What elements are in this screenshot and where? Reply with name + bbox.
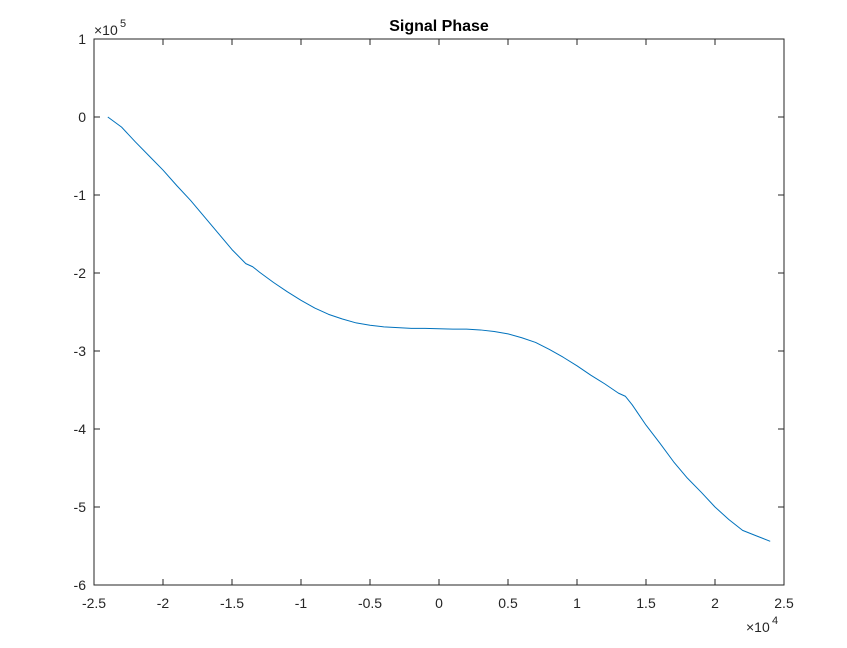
y-tick-label: -5 bbox=[74, 499, 87, 515]
y-tick-label: -1 bbox=[74, 187, 87, 203]
chart-title: Signal Phase bbox=[389, 18, 489, 35]
y-tick-label: 1 bbox=[78, 31, 86, 47]
x-tick-label: 2 bbox=[711, 595, 719, 611]
y-tick-label: -4 bbox=[74, 421, 87, 437]
y-multiplier-base: ×10 bbox=[94, 22, 118, 38]
x-tick-label: -1 bbox=[295, 595, 308, 611]
y-multiplier-exponent: 5 bbox=[120, 18, 126, 30]
x-tick-label: -2.5 bbox=[82, 595, 106, 611]
x-tick-label: 1 bbox=[573, 595, 581, 611]
x-tick-label: 0.5 bbox=[498, 595, 518, 611]
y-multiplier: ×10 5 bbox=[94, 18, 126, 38]
x-tick-label: 2.5 bbox=[774, 595, 794, 611]
y-tick-label: -2 bbox=[74, 265, 87, 281]
y-tick-label: 0 bbox=[78, 109, 86, 125]
y-tick-label: -3 bbox=[74, 343, 87, 359]
x-tick-label: 0 bbox=[435, 595, 443, 611]
axes-box bbox=[93, 38, 785, 586]
x-multiplier: ×10 4 bbox=[746, 615, 778, 635]
series-layer bbox=[107, 116, 771, 542]
x-tick-label: -1.5 bbox=[220, 595, 244, 611]
series-line bbox=[107, 116, 771, 542]
x-tick-label: -2 bbox=[157, 595, 170, 611]
x-tick-label: -0.5 bbox=[358, 595, 382, 611]
x-tick-label: 1.5 bbox=[636, 595, 656, 611]
x-multiplier-base: ×10 bbox=[746, 619, 770, 635]
plot-area bbox=[94, 39, 784, 585]
x-axis: -2.5 -2 -1.5 -1 -0.5 0 0.5 1 1.5 2 2.5 bbox=[82, 39, 794, 611]
y-tick-label: -6 bbox=[74, 577, 87, 593]
x-multiplier-exponent: 4 bbox=[772, 615, 778, 627]
